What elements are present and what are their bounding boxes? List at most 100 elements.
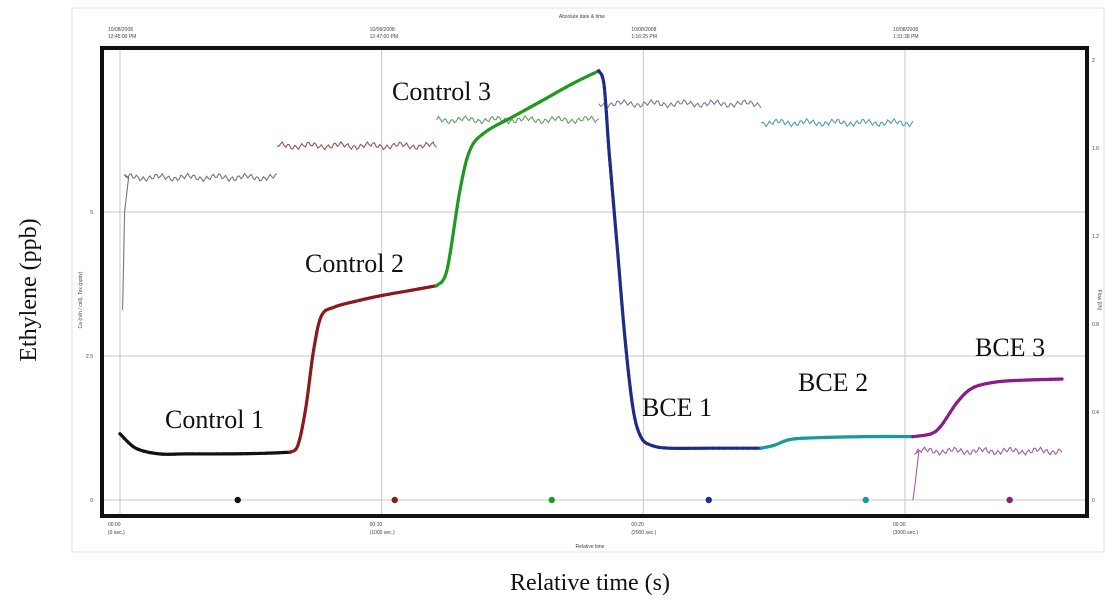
series-point-control-2: [364, 297, 368, 301]
flow-trace: [912, 446, 1063, 501]
series-point-control-2: [311, 354, 315, 358]
ethylene-series: [118, 69, 1064, 456]
series-point-control-2: [298, 437, 302, 441]
series-point-bce-1: [624, 350, 628, 354]
series-point-bce-1: [699, 446, 703, 450]
series-point-control-3: [453, 222, 457, 226]
series-point-bce-3: [1036, 378, 1040, 382]
series-point-bce-1: [616, 260, 621, 264]
series-point-bce-1: [610, 182, 614, 186]
series-point-control-3: [485, 129, 489, 133]
series-point-control-1: [276, 451, 280, 455]
series-point-bce-1: [617, 272, 622, 276]
series-point-bce-3: [962, 392, 967, 396]
series-point-bce-2: [776, 442, 780, 446]
series-point-bce-1: [651, 444, 655, 448]
series-point-control-2: [393, 291, 397, 295]
y-axis-title: Ethylene (ppb): [16, 218, 42, 361]
series-point-bce-3: [978, 383, 982, 387]
right-tick-label: 0.4: [1092, 410, 1099, 416]
series-point-bce-1: [611, 194, 615, 198]
series-point-control-2: [300, 425, 304, 429]
series-point-control-2: [429, 285, 433, 289]
series-point-control-2: [381, 293, 386, 297]
bottom-tick-label: 00:20: [631, 522, 644, 528]
series-point-control-3: [522, 108, 527, 112]
series-point-bce-3: [989, 381, 993, 385]
series-point-bce-1: [629, 392, 633, 396]
series-point-control-3: [496, 122, 500, 127]
left-tick-label: 5: [90, 210, 93, 216]
series-point-control-2: [288, 450, 292, 454]
series-point-control-1: [264, 451, 268, 455]
series-marker-bce-3: [1006, 496, 1013, 504]
series-point-control-1: [126, 441, 130, 445]
inner-top-label: Absolute date & time: [559, 14, 605, 20]
annotation-control-1: Control 1: [165, 405, 264, 434]
series-point-control-2: [304, 401, 309, 405]
series-point-bce-3: [928, 432, 933, 436]
series-point-bce-2: [782, 439, 786, 443]
series-point-bce-1: [600, 74, 604, 78]
top-tick-label: 10/08/2008: [370, 27, 395, 33]
series-point-control-3: [445, 269, 449, 274]
series-point-bce-3: [941, 421, 946, 425]
series-point-control-3: [453, 216, 458, 220]
series-point-control-1: [142, 449, 146, 453]
series-point-bce-1: [622, 326, 626, 330]
series-point-bce-3: [972, 385, 976, 389]
series-point-bce-1: [657, 445, 661, 449]
series-point-control-3: [472, 140, 476, 145]
series-point-bce-1: [614, 230, 618, 234]
series-point-bce-1: [711, 446, 715, 450]
series-point-control-3: [451, 234, 455, 238]
series-point-bce-1: [625, 362, 630, 366]
series-point-control-2: [305, 395, 309, 399]
series-point-bce-1: [663, 446, 667, 450]
series-point-control-1: [215, 452, 219, 456]
series-point-control-1: [227, 452, 231, 456]
series-point-bce-2: [822, 435, 827, 439]
series-point-control-1: [221, 452, 225, 456]
series-point-bce-3: [958, 396, 963, 400]
right-tick-label: 2: [1092, 58, 1095, 64]
series-point-bce-1: [747, 446, 751, 450]
series-marker-control-3: [548, 496, 555, 504]
series-point-bce-1: [609, 176, 613, 180]
series-point-control-1: [233, 452, 237, 456]
series-point-bce-1: [608, 164, 612, 168]
series-point-bce-2: [817, 436, 821, 440]
series-point-control-3: [447, 258, 451, 262]
annotation-bce-2: BCE 2: [798, 368, 868, 397]
flow-traces: [122, 98, 1063, 501]
series-point-bce-3: [955, 401, 959, 405]
series-point-control-1: [160, 452, 164, 456]
series-point-bce-1: [623, 338, 627, 342]
series-point-bce-2: [864, 435, 868, 439]
series-point-control-3: [501, 120, 505, 124]
series-point-bce-1: [633, 415, 637, 419]
series-point-bce-1: [602, 86, 607, 90]
series-point-control-3: [448, 252, 452, 256]
series-point-control-1: [178, 452, 183, 456]
series-point-control-2: [318, 318, 322, 323]
bottom-tick-label: (1000 sec.): [370, 530, 395, 536]
series-point-bce-3: [938, 425, 942, 429]
series-point-bce-1: [681, 446, 685, 450]
series-point-control-3: [481, 132, 485, 136]
series-point-bce-1: [717, 446, 721, 450]
series-point-control-3: [456, 198, 460, 202]
right-tick-label: 1.6: [1092, 146, 1099, 152]
series-point-control-3: [439, 280, 444, 284]
series-point-bce-1: [611, 200, 615, 204]
series-point-bce-1: [607, 146, 611, 150]
series-point-bce-1: [693, 446, 697, 450]
series-point-bce-3: [1048, 377, 1052, 381]
series-point-bce-2: [899, 435, 903, 439]
series-point-control-2: [346, 301, 350, 305]
series-point-bce-1: [675, 446, 679, 450]
series-point-control-2: [293, 448, 297, 452]
series-point-control-3: [591, 71, 596, 76]
series-point-control-2: [387, 292, 391, 296]
